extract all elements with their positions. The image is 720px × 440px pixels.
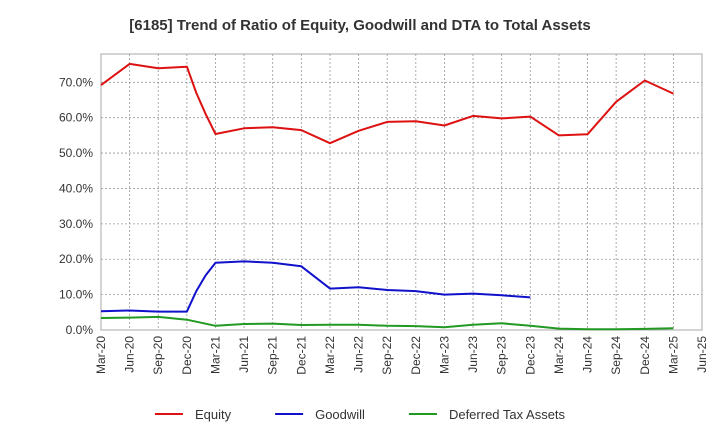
series-line-goodwill [100,260,531,313]
x-tick-label: Jun-25 [695,336,709,373]
x-tick-label: Mar-25 [666,336,680,374]
legend-label: Equity [195,407,232,422]
series-line-deferred-tax-assets [100,315,674,331]
x-tick-label: Sep-21 [266,336,280,375]
x-tick-label: Mar-20 [94,336,108,374]
series-lines [100,62,674,331]
axes: 0.0% 10.0% 20.0% 30.0% 40.0% 50.0% 60.0% 70.0% M… [59,75,709,374]
legend: Equity Goodwill Deferred Tax Assets [154,407,566,422]
series-line-equity [100,62,674,145]
x-tick-label: Jun-23 [466,336,480,373]
x-tick-label: Mar-23 [437,336,451,374]
x-tick-label: Mar-24 [552,336,566,374]
x-tick-label: Jun-21 [237,336,251,373]
y-tick-label: 40.0% [59,181,93,195]
y-tick-label: 10.0% [59,288,93,302]
legend-label: Goodwill [315,407,365,422]
legend-label: Deferred Tax Assets [449,407,566,422]
chart-title: [6185] Trend of Ratio of Equity, Goodwil… [129,17,590,34]
x-tick-label: Dec-24 [638,336,652,375]
x-tick-label: Jun-24 [581,336,595,373]
x-tick-label: Dec-22 [409,336,423,375]
x-tick-label: Mar-22 [323,336,337,374]
x-tick-label: Dec-20 [180,336,194,375]
x-tick-label: Jun-20 [123,336,137,373]
y-tick-label: 70.0% [59,75,93,89]
x-tick-label: Mar-21 [208,336,222,374]
x-tick-label: Jun-22 [352,336,366,373]
x-tick-label: Sep-24 [609,336,623,375]
x-tick-label: Dec-23 [523,336,537,375]
y-tick-label: 50.0% [59,146,93,160]
plot-area [100,53,703,331]
x-tick-label: Sep-20 [151,336,165,375]
y-tick-label: 20.0% [59,252,93,266]
x-tick-label: Dec-21 [294,336,308,375]
x-tick-label: Sep-22 [380,336,394,375]
grid [100,53,703,331]
y-tick-label: 0.0% [66,323,94,337]
x-tick-label: Sep-23 [495,336,509,375]
y-tick-label: 60.0% [59,111,93,125]
y-tick-label: 30.0% [59,217,93,231]
